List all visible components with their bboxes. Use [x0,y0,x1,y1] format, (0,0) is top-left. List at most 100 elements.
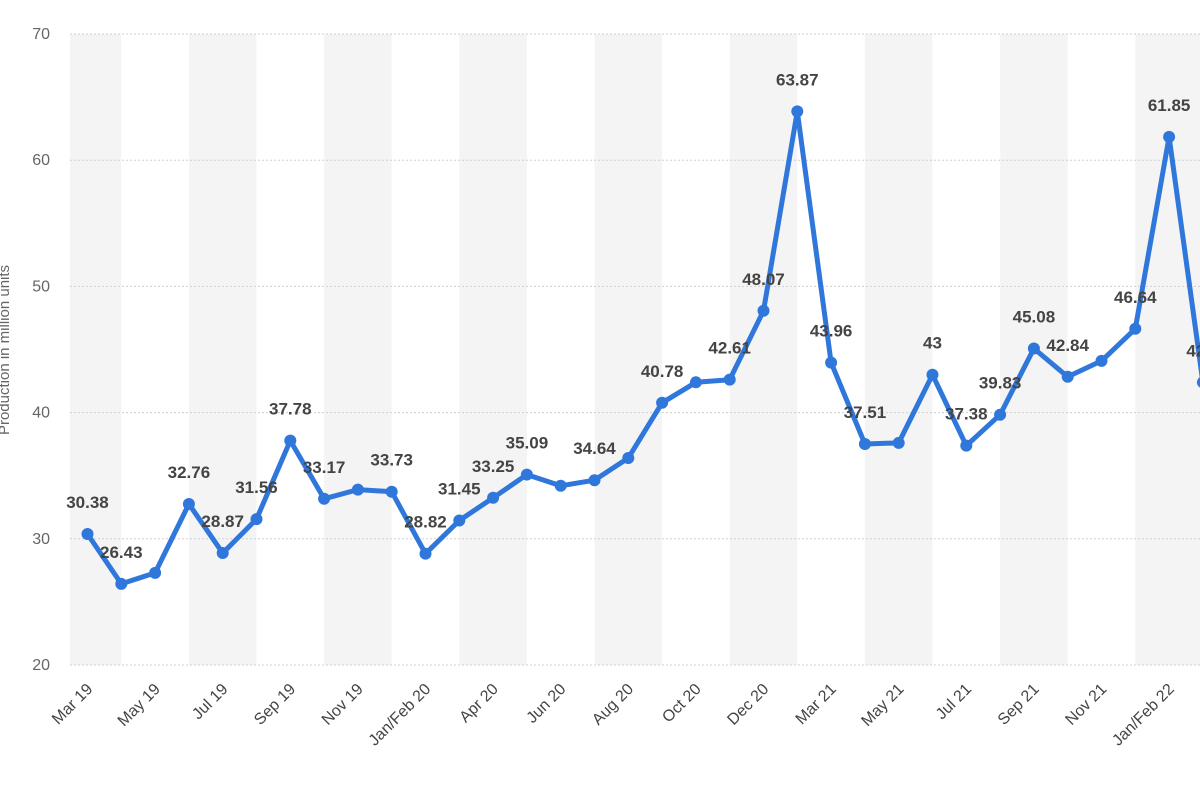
x-tick-label: Aug 20 [589,681,637,729]
x-tick-label: Nov 19 [319,681,367,729]
data-point[interactable] [487,491,500,504]
data-point[interactable] [385,485,398,498]
data-label: 39.83 [979,374,1022,393]
data-label: 30.38 [66,493,109,512]
data-point[interactable] [1129,322,1142,335]
x-tick-label: Sep 21 [995,681,1043,729]
data-label: 42.4 [1186,341,1200,360]
x-tick-label: May 21 [858,681,907,730]
x-tick-label: Dec 20 [724,681,772,729]
data-label: 31.56 [235,478,278,497]
data-label: 48.07 [742,270,785,289]
data-label: 42.61 [708,339,751,358]
column-band [594,34,663,665]
gridlines [70,33,1200,666]
data-point[interactable] [858,438,871,451]
x-tick-label: Jul 21 [933,681,975,723]
data-point[interactable] [149,566,162,579]
data-point[interactable] [791,105,804,118]
column-band [188,34,257,665]
data-point[interactable] [588,474,601,487]
data-point[interactable] [284,434,297,447]
data-point[interactable] [825,356,838,369]
column-band [459,34,527,665]
y-tick-label: 50 [32,278,50,295]
data-label: 31.45 [438,480,481,499]
data-label: 61.85 [1148,96,1191,115]
data-label: 46.64 [1114,288,1157,307]
data-label: 40.78 [641,362,684,381]
column-band [324,34,392,665]
column-band [729,34,798,665]
data-label: 45.08 [1013,307,1056,326]
series-line [85,108,1200,587]
data-point[interactable] [892,436,905,449]
data-point[interactable] [318,492,331,505]
x-tick-label: Oct 20 [659,681,704,726]
y-tick-label: 70 [32,26,50,43]
data-point[interactable] [689,376,702,389]
data-label: 35.09 [506,434,549,453]
x-tick-label: Jan/Feb 20 [366,681,435,750]
data-point[interactable] [622,452,635,465]
data-label: 37.51 [844,403,887,422]
data-point[interactable] [351,483,364,496]
data-label: 33.25 [472,457,515,476]
data-point[interactable] [520,468,533,481]
y-axis-ticks: 20 30 40 50 60 70 [32,26,50,674]
series-line-group [85,108,1200,587]
x-tick-label: Jan/Feb 22 [1109,681,1178,750]
data-label: 42.84 [1046,336,1089,355]
column-bands [70,34,1200,665]
data-point[interactable] [1163,130,1176,143]
data-point[interactable] [81,528,94,541]
data-label: 43.96 [810,322,853,341]
data-label: 28.87 [201,512,244,531]
data-point[interactable] [1196,376,1200,388]
data-point[interactable] [757,304,770,317]
x-tick-label: Jun 20 [524,681,570,727]
x-tick-label: Jul 19 [189,681,231,723]
data-label: 34.64 [573,439,616,458]
data-point[interactable] [994,408,1007,421]
data-label: 33.17 [303,458,346,477]
data-label: 37.38 [945,405,988,424]
data-label: 32.76 [168,463,211,482]
data-point[interactable] [216,547,229,560]
x-tick-label: Mar 19 [49,681,96,728]
x-tick-label: May 19 [115,681,164,730]
y-tick-label: 60 [32,152,50,169]
data-point[interactable] [182,497,195,510]
data-point[interactable] [453,514,466,527]
data-points [81,105,1200,590]
x-tick-label: Mar 21 [793,681,840,728]
data-label: 26.43 [100,543,143,562]
data-label: 37.78 [269,400,312,419]
x-tick-label: Nov 21 [1062,681,1110,729]
column-band [70,34,122,665]
data-labels: 30.38 26.43 32.76 28.87 31.56 37.78 33.17 33.73… [66,70,1200,561]
data-label: 43 [923,334,942,353]
x-tick-label: Sep 19 [251,681,299,729]
column-band [864,34,933,665]
data-point[interactable] [1027,342,1040,355]
x-tick-label: Apr 20 [457,681,502,726]
data-point[interactable] [960,439,973,452]
data-label: 33.73 [370,451,413,470]
y-axis-title: Production in million units [0,265,13,435]
data-point[interactable] [419,547,432,560]
data-label: 28.82 [404,513,447,532]
data-label: 63.87 [776,70,819,89]
data-point[interactable] [1061,370,1074,383]
y-tick-label: 20 [32,657,50,674]
data-point[interactable] [250,513,263,526]
data-point[interactable] [926,368,939,381]
data-point[interactable] [115,577,128,590]
data-point[interactable] [723,373,736,386]
data-point[interactable] [656,396,669,409]
data-point[interactable] [554,479,567,492]
data-point[interactable] [1095,354,1108,367]
